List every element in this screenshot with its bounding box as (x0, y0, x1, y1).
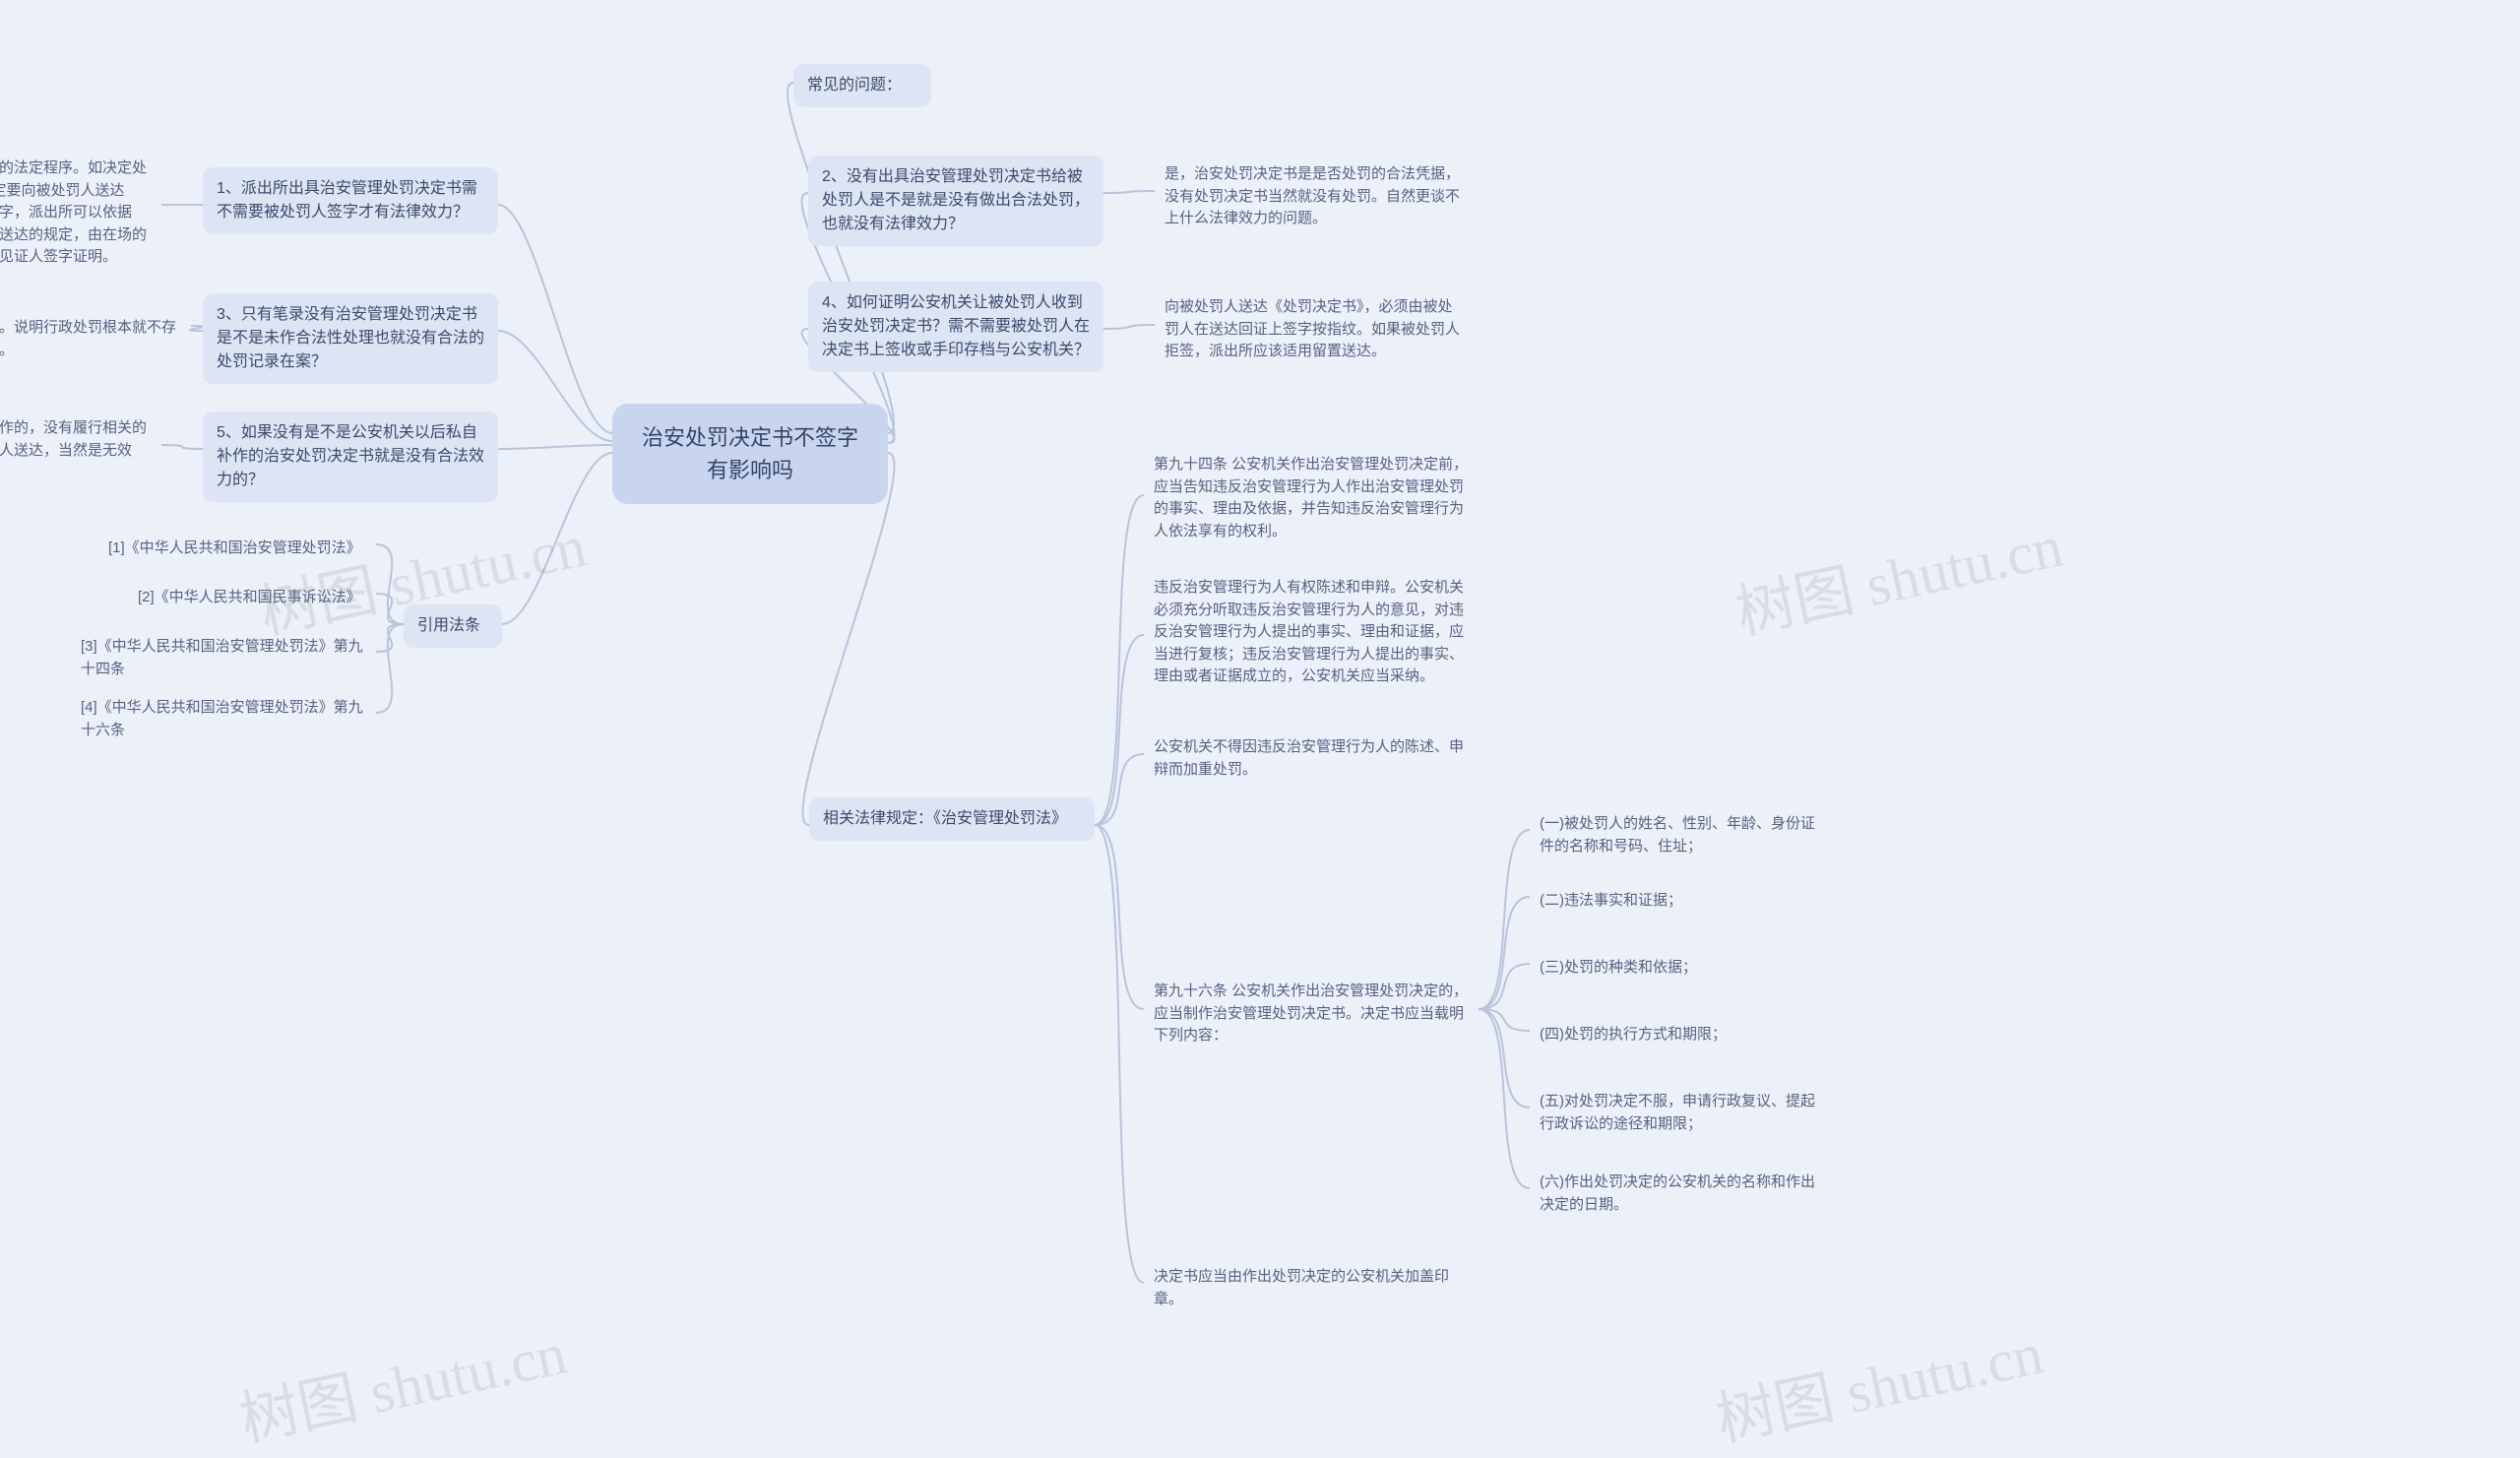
mindmap-leaf-a3: 是。说明行政处罚根本就不存在。 (0, 311, 211, 367)
connector (1479, 1009, 1530, 1031)
mindmap-leaf-l96-3: (三)处罚的种类和依据； (1530, 951, 1736, 985)
mindmap-leaf-l-seal: 决定书应当由作出处罚决定的公安机关加盖印章。 (1144, 1260, 1479, 1316)
mindmap-branch-cite: 引用法条 (404, 604, 502, 648)
connector (788, 83, 894, 433)
connector (1479, 897, 1530, 1009)
connector (161, 445, 203, 449)
connector (498, 205, 612, 433)
connector (498, 331, 612, 441)
mindmap-leaf-a5: 当然。如果确实是私自补作的，没有履行相关的处罚程序，没有向被处罚人送达，当然是无… (0, 412, 161, 490)
mindmap-leaf-a1: 行政处罚依法要履行一定的法定程序。如决定处罚，《处罚决定书》是肯定要向被处罚人送… (0, 152, 161, 275)
connector (1095, 825, 1144, 1009)
mindmap-leaf-l96-5: (五)对处罚决定不服，申请行政复议、提起行政诉讼的途径和期限； (1530, 1085, 1835, 1141)
connector (1479, 1009, 1530, 1108)
mindmap-leaf-c1: [1]《中华人民共和国治安管理处罚法》 (98, 532, 384, 566)
mindmap-leaf-l96-6: (六)作出处罚决定的公安机关的名称和作出决定的日期。 (1530, 1166, 1835, 1222)
mindmap-branch-q3: 3、只有笔录没有治安管理处罚决定书是不是未作合法性处理也就没有合法的处罚记录在案… (203, 293, 498, 384)
connector (1103, 325, 1155, 329)
mindmap-branch-q4: 4、如何证明公安机关让被处罚人收到治安处罚决定书？需不需要被处罚人在决定书上签收… (808, 282, 1103, 372)
connector (1479, 830, 1530, 1009)
mindmap-leaf-l96-1: (一)被处罚人的姓名、性别、年龄、身份证件的名称和号码、住址； (1530, 807, 1835, 863)
connector (1095, 754, 1144, 825)
mindmap-leaf-a4: 向被处罚人送达《处罚决定书》，必须由被处罚人在送达回证上签字按指纹。如果被处罚人… (1155, 290, 1470, 369)
mindmap-leaf-l-no-add: 公安机关不得因违反治安管理行为人的陈述、申辩而加重处罚。 (1144, 730, 1479, 787)
mindmap-leaf-a2: 是，治安处罚决定书是是否处罚的合法凭据，没有处罚决定书当然就没有处罚。自然更谈不… (1155, 158, 1470, 236)
watermark: 树图 shutu.cn (231, 1305, 573, 1458)
connector (498, 445, 612, 449)
mindmap-leaf-l96: 第九十六条 公安机关作出治安管理处罚决定的，应当制作治安管理处罚决定书。决定书应… (1144, 975, 1479, 1053)
mindmap-branch-q5: 5、如果没有是不是公安机关以后私自补作的治安处罚决定书就是没有合法效力的？ (203, 412, 498, 502)
watermark: 树图 shutu.cn (1708, 1305, 2049, 1458)
connector (803, 453, 895, 825)
mindmap-leaf-l96-2: (二)违法事实和证据； (1530, 884, 1727, 919)
mindmap-branch-q-common: 常见的问题： (793, 64, 931, 107)
mindmap-leaf-l-right: 违反治安管理行为人有权陈述和申辩。公安机关必须充分听取违反治安管理行为人的意见，… (1144, 571, 1479, 694)
mindmap-leaf-l96-4: (四)处罚的执行方式和期限； (1530, 1018, 1766, 1052)
connector (1095, 825, 1144, 1283)
connector (502, 453, 612, 624)
mindmap-leaf-c2: [2]《中华人民共和国民事诉讼法》 (128, 581, 384, 615)
watermark: 树图 shutu.cn (1728, 498, 2069, 651)
connector (1479, 964, 1530, 1009)
mindmap-leaf-c4: [4]《中华人民共和国治安管理处罚法》第九十六条 (71, 691, 386, 747)
mindmap-root-root: 治安处罚决定书不签字有影响吗 (612, 404, 888, 504)
connector (1095, 635, 1144, 825)
mindmap-branch-law: 相关法律规定：《治安管理处罚法》 (809, 797, 1095, 841)
mindmap-branch-q1: 1、派出所出具治安管理处罚决定书需不需要被处罚人签字才有法律效力？ (203, 167, 498, 234)
connector (1095, 495, 1144, 825)
connector (1103, 191, 1155, 193)
mindmap-leaf-c3: [3]《中华人民共和国治安管理处罚法》第九十四条 (71, 630, 386, 686)
connector (1479, 1009, 1530, 1188)
mindmap-leaf-l94: 第九十四条 公安机关作出治安管理处罚决定前，应当告知违反治安管理行为人作出治安管… (1144, 448, 1479, 548)
mindmap-branch-q2: 2、没有出具治安管理处罚决定书给被处罚人是不是就是没有做出合法处罚，也就没有法律… (808, 156, 1103, 246)
